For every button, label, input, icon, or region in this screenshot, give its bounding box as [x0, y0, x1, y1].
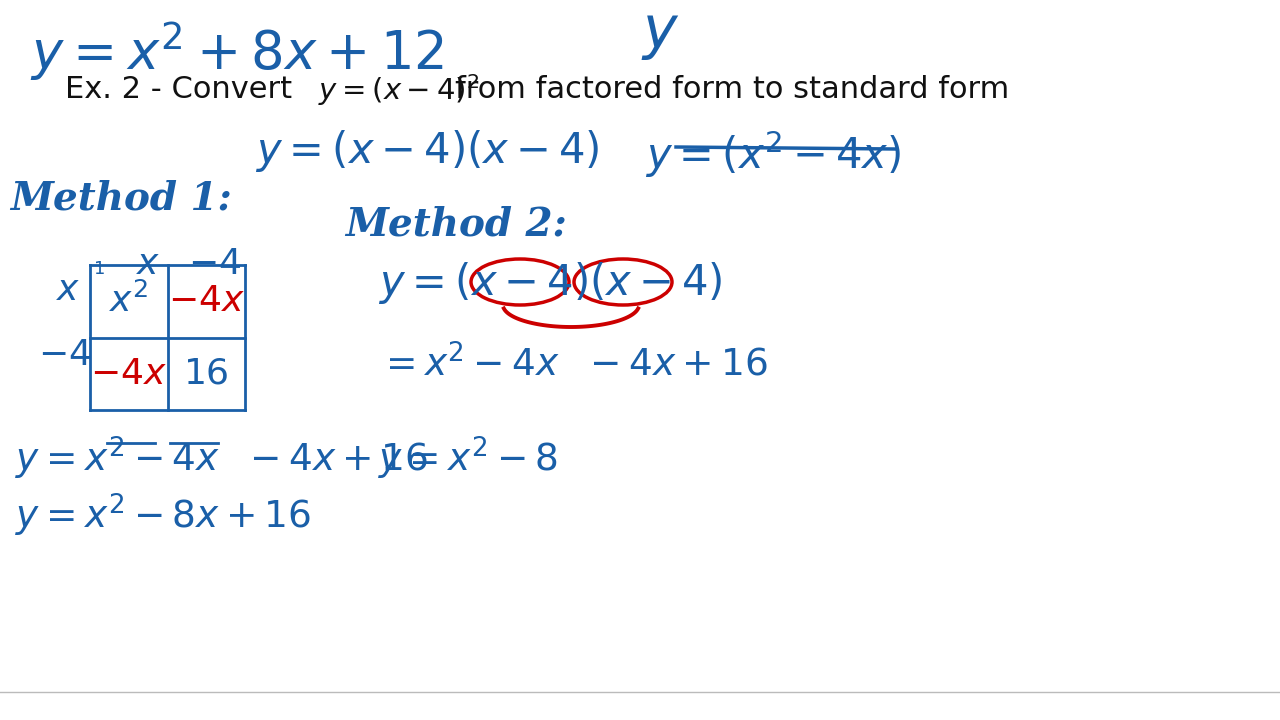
Text: Ex. 2 - Convert: Ex. 2 - Convert — [65, 75, 292, 104]
Text: $y = (x-4)(x-4)$: $y = (x-4)(x-4)$ — [378, 260, 723, 306]
Text: $1$: $1$ — [93, 260, 105, 278]
Text: $x$: $x$ — [136, 247, 160, 281]
Text: $y = x^2 - 8x + 16$: $y = x^2 - 8x + 16$ — [15, 492, 311, 539]
Text: $y = x^2 - 4x\ \ -4x + 16$: $y = x^2 - 4x\ \ -4x + 16$ — [15, 435, 428, 482]
Text: $y=(x-4)^2$: $y=(x-4)^2$ — [317, 72, 479, 108]
Text: $= x^2 - 4x\ \ -4x + 16$: $= x^2 - 4x\ \ -4x + 16$ — [378, 345, 768, 384]
Text: $x$: $x$ — [56, 273, 81, 307]
Text: $y = x^2 + 8x + 12$: $y = x^2 + 8x + 12$ — [29, 20, 444, 84]
Text: $-4x$: $-4x$ — [91, 356, 168, 391]
Text: $16$: $16$ — [183, 356, 229, 391]
Text: $-4$: $-4$ — [38, 338, 92, 372]
Text: $x^2$: $x^2$ — [109, 283, 148, 320]
Text: $y = (x^2 - 4x)$: $y = (x^2 - 4x)$ — [645, 128, 901, 179]
Text: from factored form to standard form: from factored form to standard form — [454, 75, 1009, 104]
Text: Method 1:: Method 1: — [10, 180, 232, 218]
Text: $-4$: $-4$ — [188, 247, 242, 281]
Text: $y = (x-4)(x-4)$: $y = (x-4)(x-4)$ — [255, 128, 599, 174]
Text: $y$: $y$ — [641, 5, 680, 61]
Text: $y = x^2 - 8$: $y = x^2 - 8$ — [378, 435, 558, 482]
Text: Method 2:: Method 2: — [346, 205, 567, 243]
Text: $-4x$: $-4x$ — [168, 284, 244, 318]
